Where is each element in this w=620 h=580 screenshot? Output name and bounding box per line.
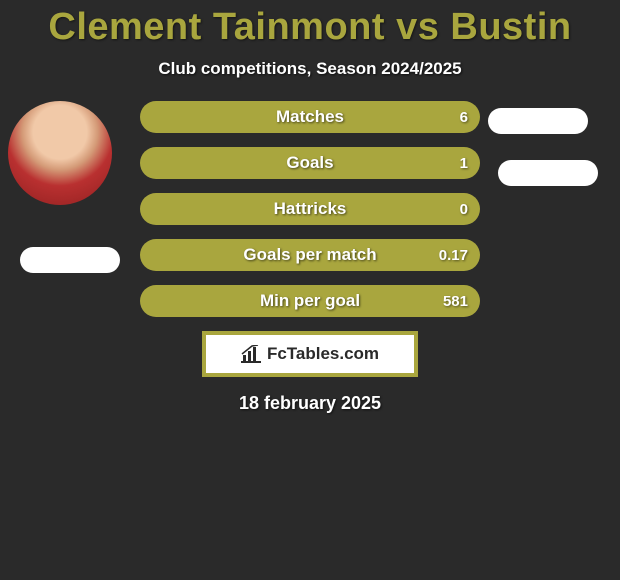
player-right-name-pill-1 [488,108,588,134]
brand-text: FcTables.com [267,344,379,364]
stat-right-value: 1 [460,155,468,172]
player-left-avatar [8,101,112,205]
stat-right-value: 0 [460,201,468,218]
bar-chart-icon [241,345,261,363]
player-right-name-pill-2 [498,160,598,186]
stat-label: Goals per match [140,245,480,265]
stat-row: Hattricks 0 [140,193,480,225]
stat-right-value: 0.17 [439,247,468,264]
stat-right-value: 581 [443,293,468,310]
comparison-content: Matches 6 Goals 1 Hattricks 0 Goals per … [0,101,620,321]
stats-bars: Matches 6 Goals 1 Hattricks 0 Goals per … [140,101,480,331]
stat-label: Hattricks [140,199,480,219]
stat-right-value: 6 [460,109,468,126]
date-text: 18 february 2025 [0,393,620,414]
stat-row: Goals per match 0.17 [140,239,480,271]
stat-label: Matches [140,107,480,127]
subtitle: Club competitions, Season 2024/2025 [0,59,620,79]
stat-row: Min per goal 581 [140,285,480,317]
page-title: Clement Tainmont vs Bustin [0,0,620,49]
stat-label: Min per goal [140,291,480,311]
stat-row: Goals 1 [140,147,480,179]
stat-row: Matches 6 [140,101,480,133]
stat-label: Goals [140,153,480,173]
brand-box: FcTables.com [202,331,418,377]
player-left-name-pill [20,247,120,273]
